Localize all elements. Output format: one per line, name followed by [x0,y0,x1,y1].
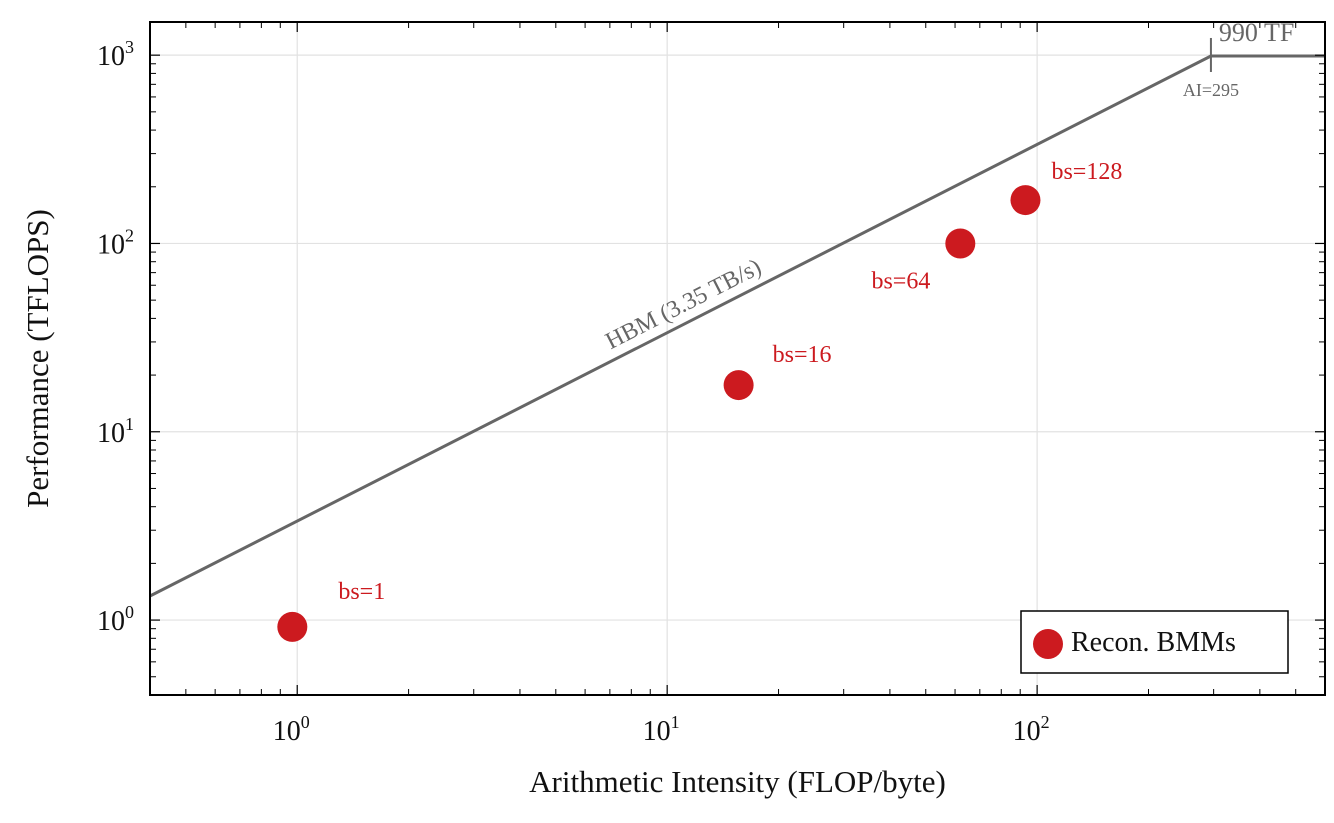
data-point [1010,185,1041,216]
data-point [277,611,308,642]
data-point-label: bs=128 [1051,159,1122,185]
legend-label: Recon. BMMs [1071,627,1236,658]
ridge-label: AI=295 [1183,80,1239,100]
data-point [723,370,754,401]
data-point-label: bs=1 [338,579,385,605]
legend-marker-icon [1033,629,1063,659]
x-axis-ticks: 100 101 102 [273,22,1050,747]
y-axis-title: Performance (TFLOPS) [20,209,55,508]
y-tick-label: 101 [97,414,134,449]
bandwidth-roof-line [149,54,1212,598]
data-points: bs=1 bs=16 bs=64 bs=128 [277,159,1122,642]
grid-lines [150,22,1325,695]
y-tick-label: 102 [97,225,134,260]
y-tick-label: 103 [97,37,134,72]
x-tick-label: 100 [273,712,310,747]
legend-box [1020,610,1289,674]
plot-frame [149,21,1326,696]
data-point [945,228,976,259]
x-tick-label: 102 [1013,712,1050,747]
x-axis-title: Arithmetic Intensity (FLOP/byte) [529,764,946,799]
bandwidth-label: HBM (3.35 TB/s) [602,254,766,355]
data-point-label: bs=16 [773,342,832,368]
x-tick-label: 101 [643,712,680,747]
y-axis-ticks: 100 101 102 103 [97,37,1325,637]
legend: Recon. BMMs [1020,610,1289,674]
data-point-label: bs=64 [871,268,930,294]
minor-ticks [150,22,1325,695]
y-tick-label: 100 [97,602,134,637]
